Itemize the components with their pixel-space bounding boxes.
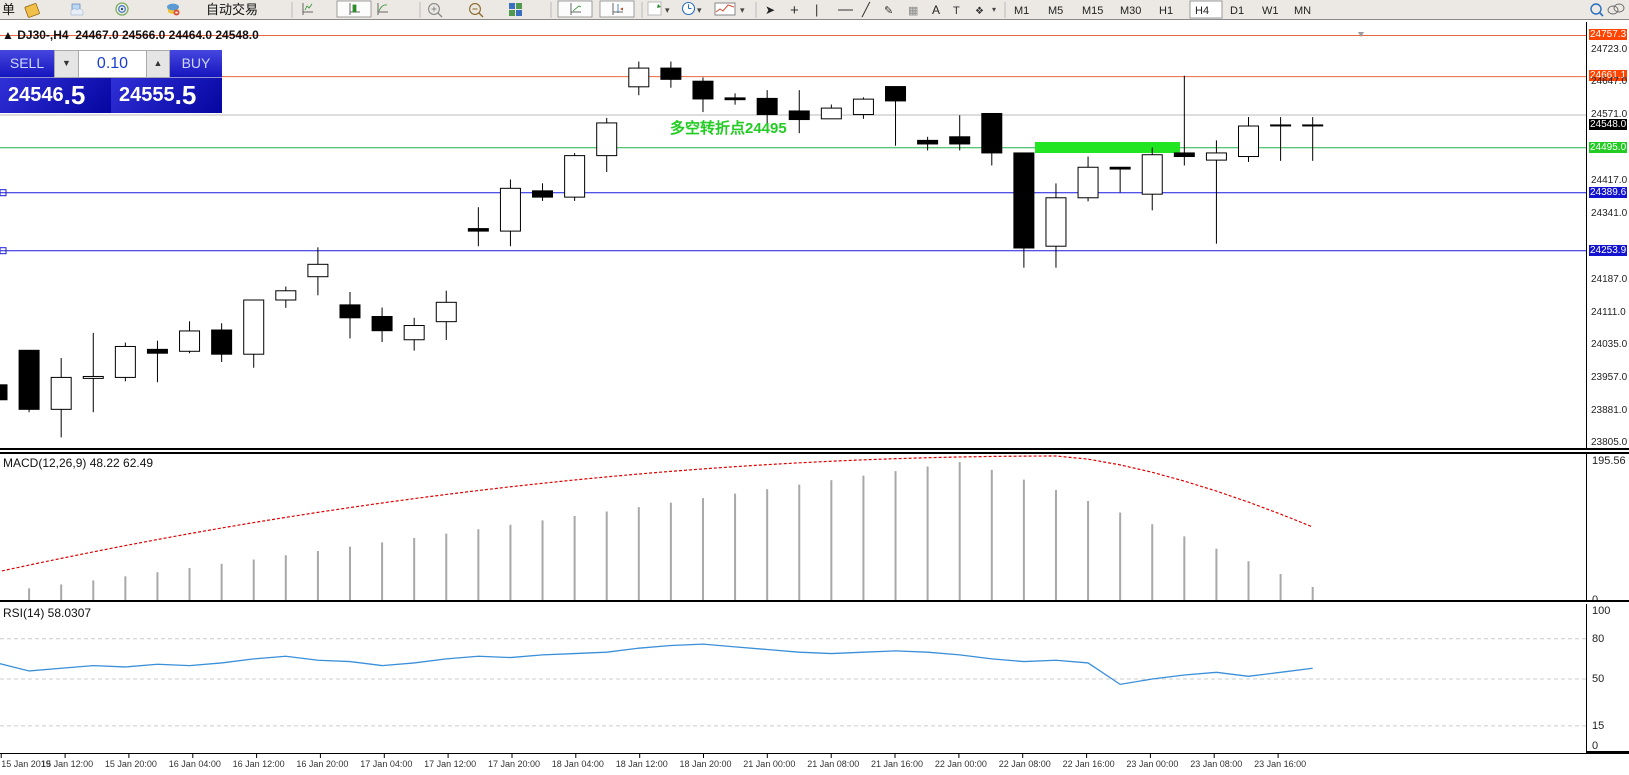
svg-text:➤: ➤ xyxy=(765,3,775,17)
svg-text:╱: ╱ xyxy=(861,1,871,18)
svg-text:+: + xyxy=(790,2,799,19)
svg-text:自动交易: 自动交易 xyxy=(206,2,258,17)
svg-text:▾: ▾ xyxy=(992,5,996,14)
svg-text:D1: D1 xyxy=(1230,5,1244,17)
svg-text:—: — xyxy=(838,1,853,18)
svg-text:▦: ▦ xyxy=(908,5,918,17)
svg-text:多空转折点24495: 多空转折点24495 xyxy=(670,119,787,137)
svg-text:W1: W1 xyxy=(1262,5,1279,17)
svg-text:M5: M5 xyxy=(1048,5,1063,17)
svg-text:M30: M30 xyxy=(1120,5,1141,17)
svg-text:MN: MN xyxy=(1294,5,1311,17)
svg-text:H4: H4 xyxy=(1195,5,1209,17)
svg-text:|: | xyxy=(815,2,818,17)
svg-text:M1: M1 xyxy=(1014,5,1029,17)
svg-text:单: 单 xyxy=(2,2,15,17)
svg-text:▾: ▾ xyxy=(697,5,702,15)
svg-text:▾: ▾ xyxy=(665,5,670,15)
svg-text:❖: ❖ xyxy=(975,6,984,17)
svg-text:A: A xyxy=(932,3,940,17)
svg-text:H1: H1 xyxy=(1159,5,1173,17)
svg-text:▾: ▾ xyxy=(740,5,745,15)
svg-text:✎: ✎ xyxy=(884,5,893,17)
svg-text:M15: M15 xyxy=(1082,5,1103,17)
svg-text:T: T xyxy=(953,5,960,17)
